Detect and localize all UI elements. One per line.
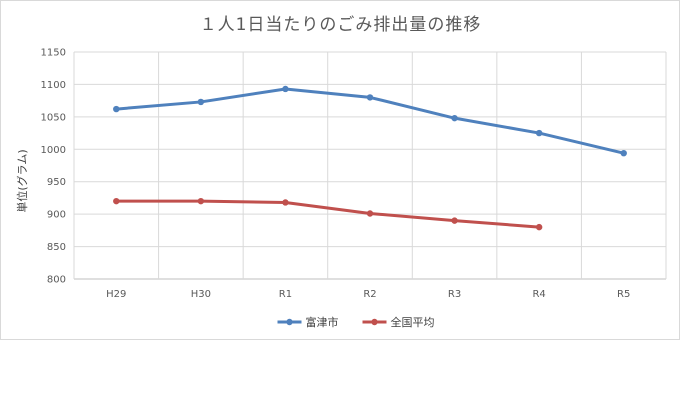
- legend-label: 富津市: [306, 315, 339, 329]
- y-tick-label: 1150: [41, 48, 66, 59]
- y-tick-label: 950: [47, 177, 66, 188]
- x-tick-label: R4: [532, 289, 545, 300]
- data-point: [366, 94, 374, 101]
- legend-marker: [371, 318, 378, 326]
- data-point: [113, 197, 120, 205]
- data-point: [535, 223, 543, 231]
- data-point: [197, 197, 205, 205]
- data-point: [282, 85, 289, 93]
- data-point: [451, 217, 458, 224]
- y-tick-label: 1100: [41, 80, 66, 91]
- data-point: [197, 98, 205, 106]
- y-tick-label: 900: [47, 210, 66, 221]
- y-axis-label: 単位(グラム): [15, 149, 29, 212]
- y-tick-label: 800: [47, 275, 66, 286]
- data-point: [366, 210, 374, 217]
- data-point: [535, 129, 543, 137]
- legend-marker: [286, 318, 293, 326]
- grid-lines: [73, 51, 667, 280]
- x-tick-label: R3: [448, 289, 461, 300]
- x-tick-label: H30: [191, 289, 211, 300]
- x-tick-label: R2: [363, 289, 376, 300]
- y-tick-label: 850: [47, 242, 66, 253]
- x-tick-label: H29: [106, 289, 126, 300]
- chart-title: １人1日当たりのごみ排出量の推移: [199, 15, 482, 35]
- data-point: [113, 105, 120, 113]
- y-tick-label: 1050: [41, 112, 66, 123]
- x-tick-label: R1: [279, 289, 292, 300]
- x-tick-labels: H29 H30 R1 R2 R3 R4 R5: [106, 289, 630, 300]
- chart-frame: [0, 0, 680, 340]
- y-tick-labels: 800 850 900 950 1000 1050 1100 1150: [41, 48, 66, 286]
- data-point: [282, 199, 289, 206]
- y-tick-label: 1000: [41, 145, 66, 156]
- legend-label: 全国平均: [391, 315, 435, 329]
- series-line-1: [114, 199, 541, 229]
- series-group: [113, 85, 627, 231]
- data-point: [451, 114, 458, 122]
- data-point: [620, 149, 627, 157]
- x-tick-label: R5: [617, 289, 630, 300]
- legend: 富津市 全国平均: [277, 315, 435, 329]
